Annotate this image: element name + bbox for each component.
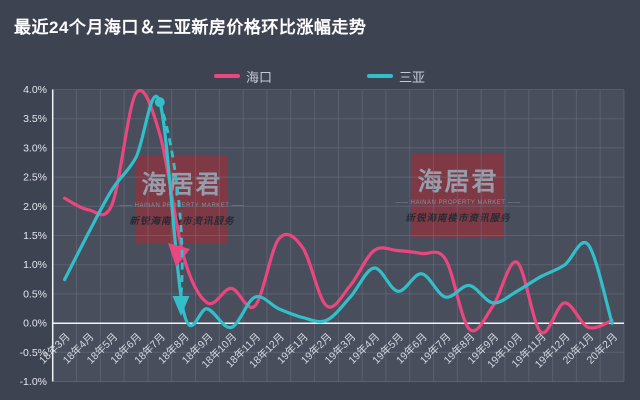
sanya-line-swatch (367, 74, 393, 78)
y-axis-tick-label: -1.0% (20, 376, 47, 388)
y-axis-tick-label: 0.5% (23, 288, 47, 300)
legend-label-haikou: 海口 (246, 69, 273, 85)
page-title: 最近24个月海口＆三亚新房价格环比涨幅走势 (14, 18, 367, 37)
y-axis-tick-label: 2.5% (23, 172, 47, 184)
series-line-haikou[interactable] (62, 89, 614, 335)
watermark-tagline: 新锐海南楼市资讯服务 (129, 216, 235, 227)
sanya-peak-dot (154, 97, 165, 108)
haikou-line-swatch (214, 74, 240, 78)
legend-item-sanya[interactable]: 三亚 (367, 68, 426, 85)
y-axis-tick-label: 2.0% (23, 201, 47, 213)
haikou-drop-arrowhead (168, 243, 190, 267)
y-axis-tick-label: 1.5% (23, 230, 47, 242)
y-axis-tick-label: 1.0% (23, 259, 47, 271)
watermark-brand: 海居君 (141, 171, 223, 199)
y-axis-tick-label: 4.0% (23, 84, 47, 96)
sanya-drop-arrowhead (172, 296, 190, 316)
series-line-sanya[interactable] (62, 94, 614, 330)
y-axis-tick-label: -0.5% (20, 347, 47, 359)
legend-item-haikou[interactable]: 海口 (214, 68, 273, 85)
y-axis-tick-label: 0.0% (23, 318, 47, 330)
legend-label-sanya: 三亚 (399, 69, 426, 85)
y-axis-tick-label: 3.5% (23, 113, 47, 125)
y-axis-tick-label: 3.0% (23, 142, 47, 154)
